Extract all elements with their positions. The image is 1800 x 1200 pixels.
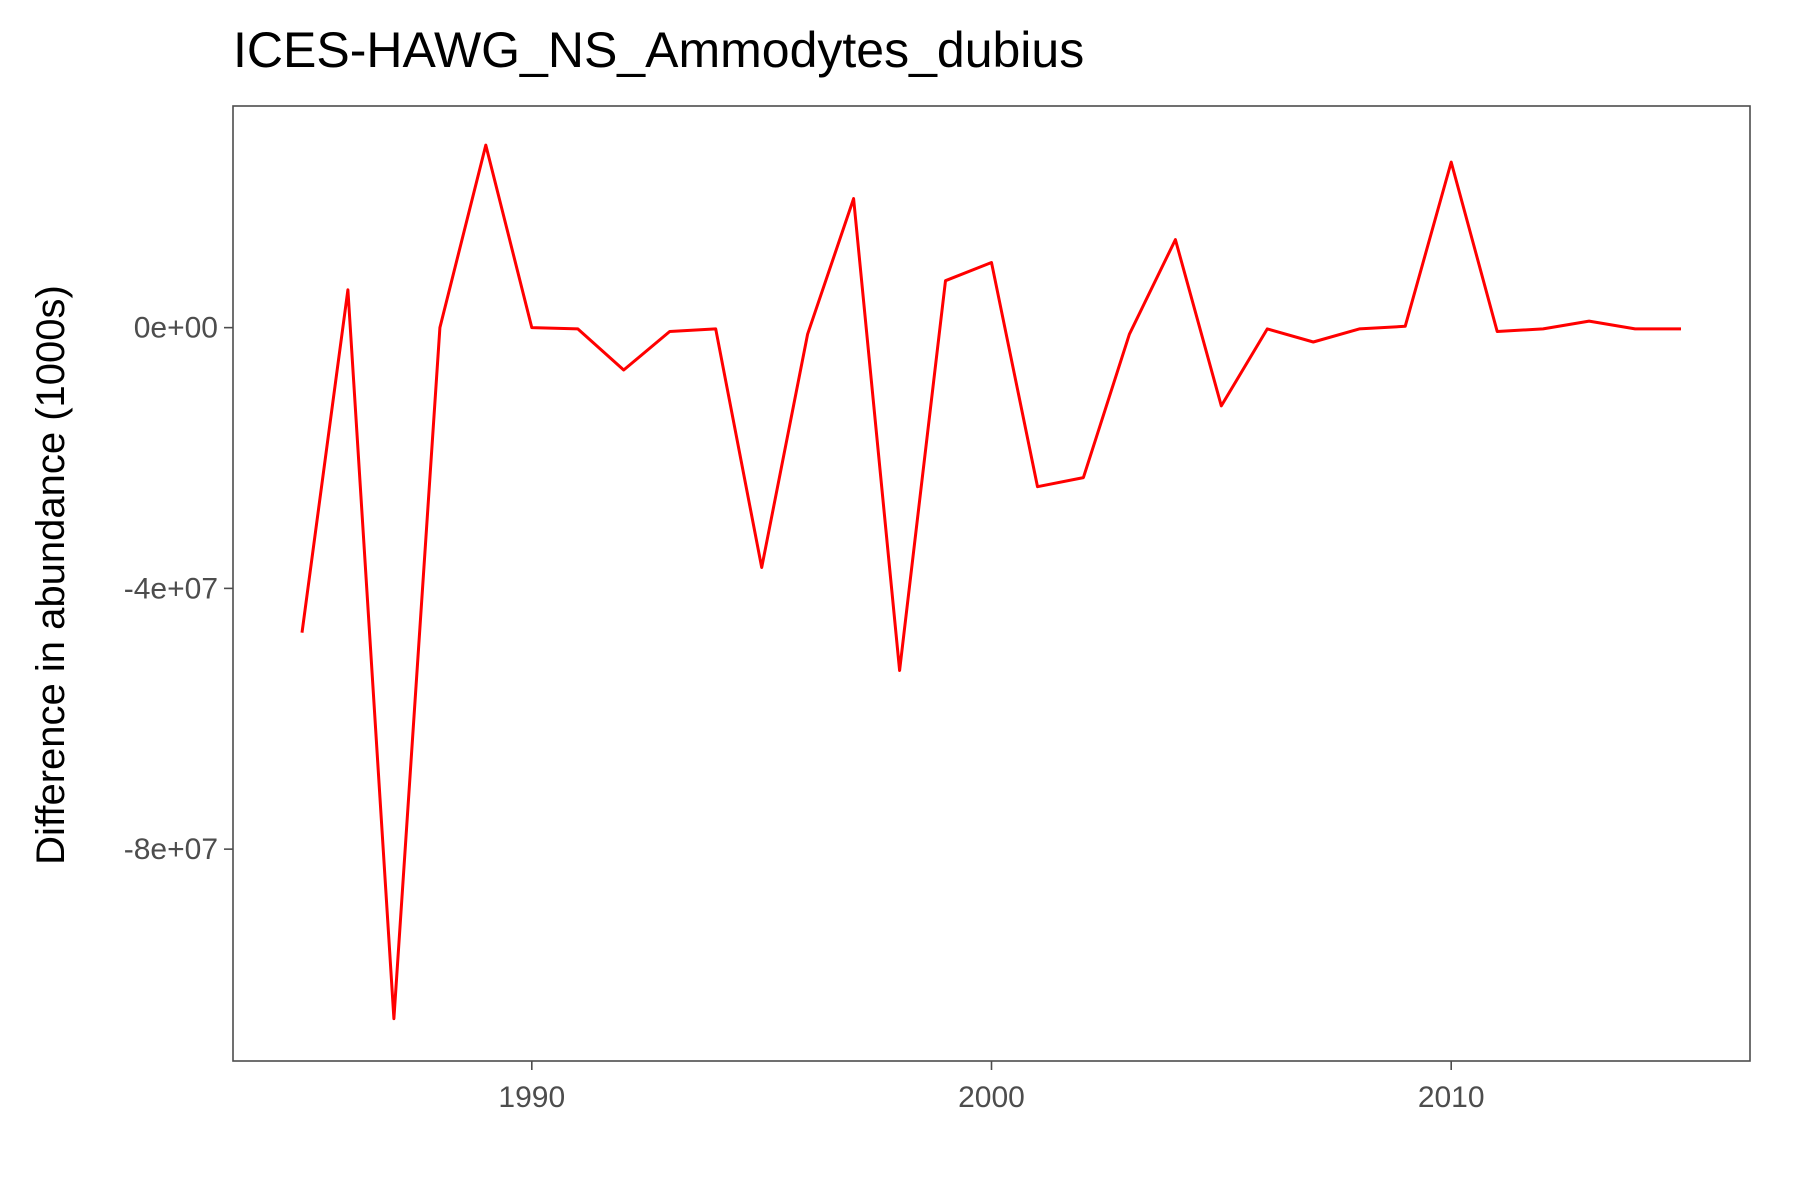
chart-title: ICES-HAWG_NS_Ammodytes_dubius bbox=[233, 22, 1084, 78]
series-layer bbox=[300, 143, 1681, 1021]
y-tick-label: -4e+07 bbox=[124, 572, 218, 605]
x-tick-label: 2000 bbox=[958, 1081, 1025, 1114]
y-tick-label: 0e+00 bbox=[134, 312, 218, 345]
x-axis: 1990 2000 2010 bbox=[498, 1061, 1485, 1114]
y-axis: 0e+00 -4e+07 -8e+07 bbox=[124, 312, 233, 866]
x-tick-label: 1990 bbox=[498, 1081, 565, 1114]
x-tick-label: 2010 bbox=[1418, 1081, 1485, 1114]
y-axis-label: Difference in abundance (1000s) bbox=[29, 285, 73, 865]
y-tick-label: -8e+07 bbox=[124, 833, 218, 866]
series-line bbox=[300, 143, 1681, 1021]
